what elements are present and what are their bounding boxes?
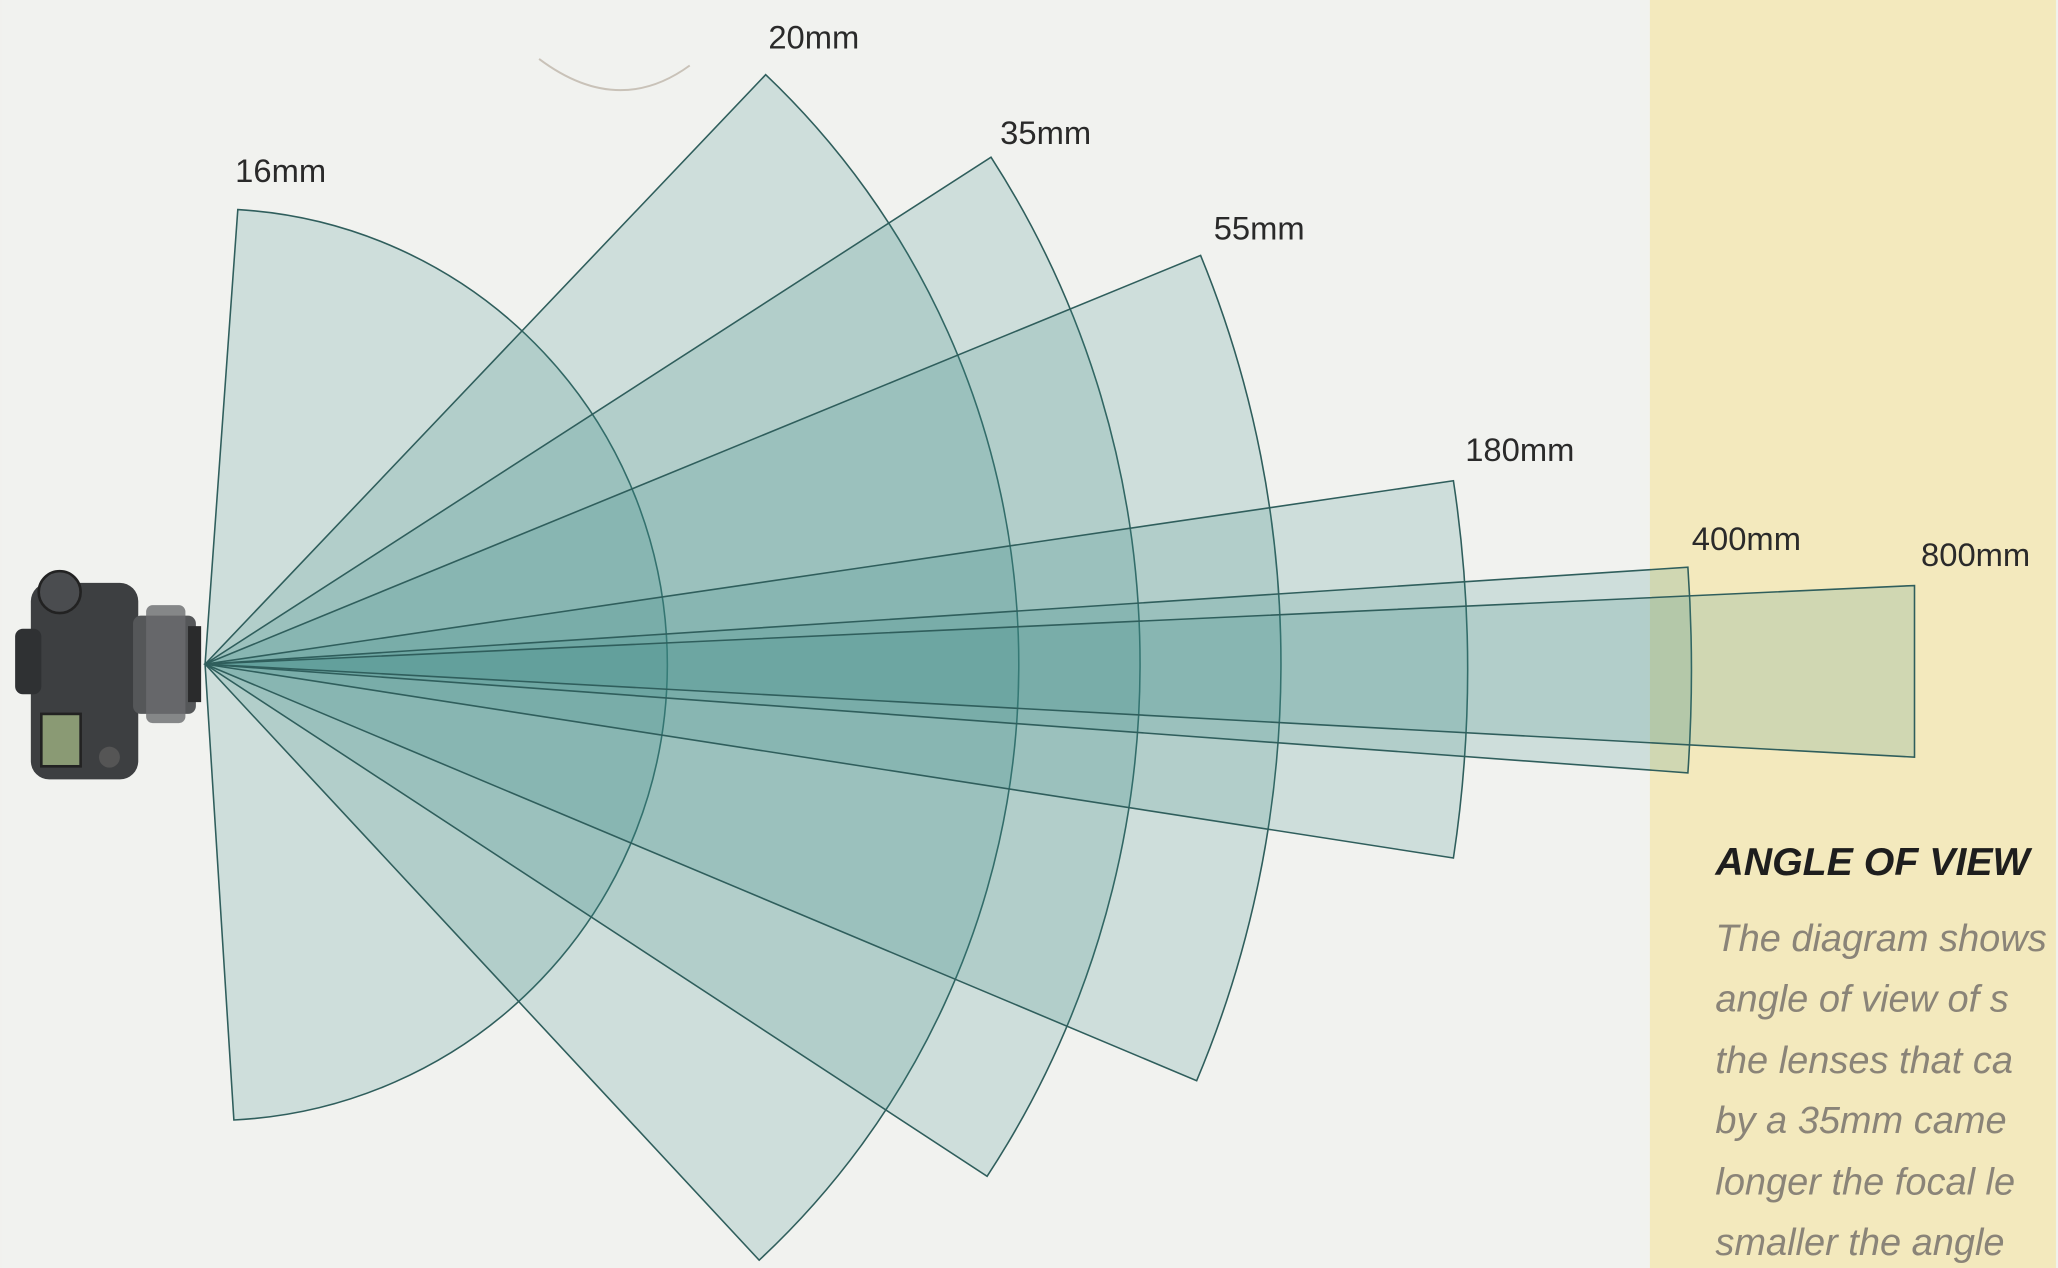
lens-label: 400mm	[1692, 520, 1801, 557]
lens-label: 35mm	[1000, 114, 1091, 151]
wedge-800mm	[205, 584, 1916, 758]
wedge-400mm	[205, 566, 1693, 774]
panel-line: by a 35mm came	[1715, 1100, 2006, 1142]
wedge-55mm	[203, 254, 1282, 1082]
panel-line: smaller the angle	[1715, 1222, 2004, 1264]
wedge-35mm	[203, 156, 1141, 1178]
panel-line: longer the focal le	[1715, 1162, 2015, 1204]
panel-title: ANGLE OF VIEW	[1714, 840, 2032, 884]
panel-line: the lenses that ca	[1715, 1040, 2013, 1082]
wedge-180mm	[204, 479, 1469, 859]
wedge-20mm	[203, 73, 1020, 1262]
lens-label: 800mm	[1921, 536, 2030, 573]
camera	[15, 569, 202, 780]
lens-label: 180mm	[1465, 431, 1574, 468]
lens-label: 55mm	[1214, 210, 1305, 247]
panel-line: The diagram shows	[1715, 918, 2046, 960]
lens-label: 20mm	[768, 18, 859, 55]
wedge-16mm	[204, 208, 669, 1121]
side-panel	[1649, 0, 2056, 1268]
decoration	[538, 58, 691, 92]
panel-line: angle of view of s	[1715, 978, 2008, 1020]
lens-label: 16mm	[235, 152, 326, 189]
